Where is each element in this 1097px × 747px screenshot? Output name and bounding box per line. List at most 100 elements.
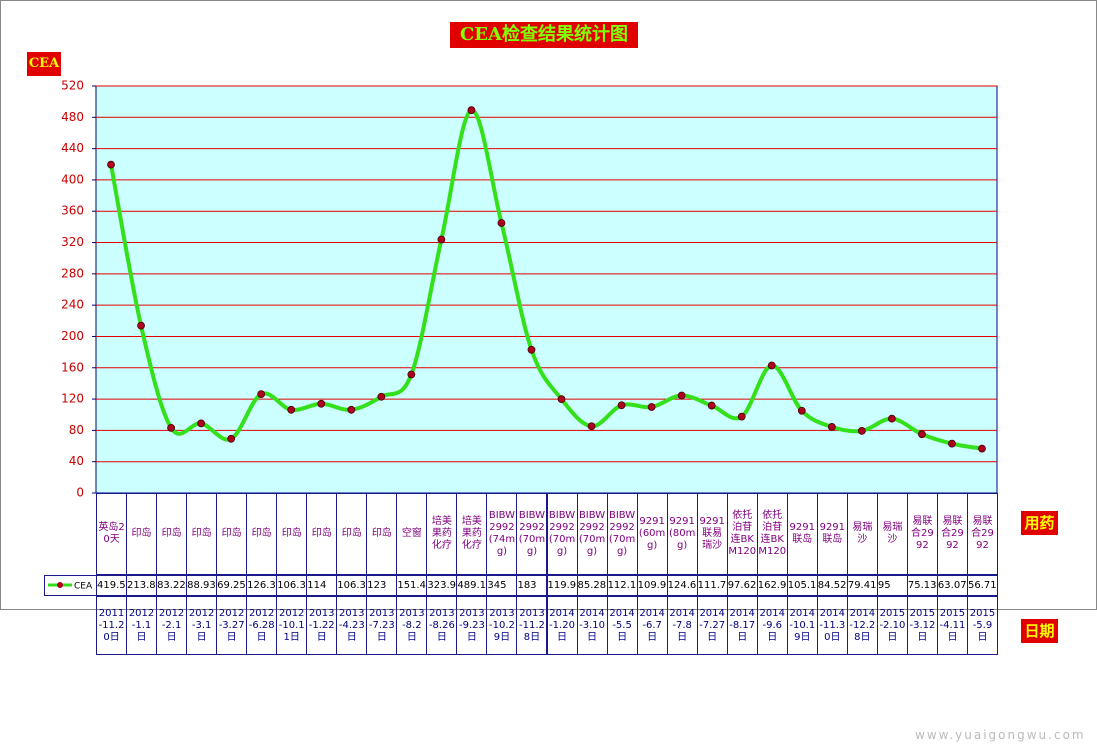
drug-label: 易瑞沙 [846, 493, 878, 575]
data-point [978, 444, 986, 453]
drug-label: 印岛 [156, 493, 188, 575]
x-tick-label: 2013-10.29日 [486, 596, 518, 655]
y-tick-label: 320 [61, 235, 84, 249]
value-label: 345 [486, 575, 518, 596]
legend-marker [57, 582, 63, 588]
data-point [647, 403, 656, 411]
x-tick-label: 2012-3.1日 [186, 596, 218, 655]
data-point [407, 370, 416, 379]
value-label: 114 [306, 575, 338, 596]
drug-label: 印岛 [306, 493, 338, 575]
value-label: 79.41 [846, 575, 878, 596]
value-label: 83.22 [156, 575, 188, 596]
value-label: 106.3 [336, 575, 368, 596]
y-tick-label: 240 [61, 298, 84, 312]
value-label: 151.4 [396, 575, 428, 596]
data-point [347, 405, 356, 414]
drug-label: BIBW2992(70mg) [546, 493, 578, 575]
x-tick-label: 2014-10.19日 [786, 596, 818, 655]
data-point [137, 321, 145, 330]
data-point [557, 395, 566, 404]
drug-label: 培美果药化疗 [426, 493, 458, 575]
drug-label: 培美果药化疗 [456, 493, 488, 575]
value-label: 119.9 [546, 575, 578, 596]
data-point [467, 106, 476, 115]
data-point [497, 219, 506, 227]
value-label: 124.6 [666, 575, 698, 596]
y-tick-label: 160 [61, 360, 84, 374]
data-point [317, 399, 326, 408]
x-tick-label: 2015-2.10日 [876, 596, 908, 655]
data-point [797, 406, 806, 415]
y-tick-label: 80 [69, 423, 84, 437]
value-label: 97.62 [726, 575, 758, 596]
x-tick-label: 2014-7.8日 [666, 596, 698, 655]
value-label: 419.5 [96, 575, 128, 596]
x-tick-label: 2012-3.27日 [216, 596, 248, 655]
x-tick-label: 2013-9.23日 [456, 596, 488, 655]
x-tick-label: 2011-11.20日 [96, 596, 128, 655]
y-tick-label: 480 [61, 110, 84, 124]
x-tick-label: 2013-7.23日 [366, 596, 398, 655]
y-tick-label: 440 [61, 141, 84, 155]
x-tick-label: 2012-2.1日 [156, 596, 188, 655]
drug-row-label: 用药 [1021, 511, 1058, 535]
value-label: 75.13 [906, 575, 938, 596]
x-tick-label: 2015-3.12日 [906, 596, 938, 655]
drug-label: 印岛 [186, 493, 218, 575]
series-line [109, 108, 983, 451]
x-tick-label: 2014-1.20日 [546, 596, 578, 655]
y-axis-label: CEA [27, 52, 61, 76]
data-point [437, 235, 446, 244]
data-point [227, 434, 236, 443]
legend-cell [44, 575, 97, 596]
drug-label: 英岛20天 [96, 493, 128, 575]
x-tick-label: 2013-8.26日 [426, 596, 458, 655]
plot-area [95, 85, 998, 494]
x-tick-label: 2013-1.22日 [306, 596, 338, 655]
drug-label: 依托泊苷连BKM120 [756, 493, 788, 575]
value-label: 69.25 [216, 575, 248, 596]
x-tick-label: 2013-4.23日 [336, 596, 368, 655]
value-label: 111.7 [696, 575, 728, 596]
drug-label: 依托泊苷连BKM120 [726, 493, 758, 575]
value-label: 162.9 [756, 575, 788, 596]
x-tick-label: 2012-10.11日 [276, 596, 308, 655]
data-point [918, 430, 926, 439]
drug-label: 9291联易瑞沙 [696, 493, 728, 575]
drug-label: 9291(60mg) [636, 493, 668, 575]
drug-label: BIBW2992(70mg) [606, 493, 638, 575]
y-tick-label: 40 [69, 454, 84, 468]
drug-label: 印岛 [336, 493, 368, 575]
chart-title: CEA检查结果统计图 [450, 22, 638, 48]
data-point [167, 423, 175, 432]
data-point [287, 405, 296, 414]
data-point [257, 390, 266, 399]
data-point [737, 412, 746, 421]
value-label: 126.3 [246, 575, 278, 596]
y-tick-label: 280 [61, 266, 84, 280]
y-tick-label: 360 [61, 204, 84, 218]
data-point [857, 426, 866, 435]
x-tick-label: 2015-4.11日 [936, 596, 968, 655]
x-tick-label: 2012-6.28日 [246, 596, 278, 655]
x-tick-label: 2012-1.1日 [126, 596, 158, 655]
drug-label: BIBW2992(70mg) [576, 493, 608, 575]
data-point [707, 401, 716, 410]
y-tick-label: 120 [61, 392, 84, 406]
drug-label: 印岛 [366, 493, 398, 575]
drug-label: 9291(80mg) [666, 493, 698, 575]
x-tick-label: 2014-12.28日 [846, 596, 878, 655]
data-point [197, 419, 206, 428]
value-label: 489.1 [456, 575, 488, 596]
data-point [827, 422, 836, 431]
data-point [587, 422, 596, 431]
watermark: www.yuaigongwu.com [915, 728, 1086, 742]
x-axis-label: 日期 [1021, 619, 1058, 643]
x-tick-label: 2015-5.9日 [966, 596, 998, 655]
y-tick-label: 0 [76, 486, 84, 500]
value-label: 105.1 [786, 575, 818, 596]
drug-label: 印岛 [276, 493, 308, 575]
data-point [527, 345, 536, 354]
